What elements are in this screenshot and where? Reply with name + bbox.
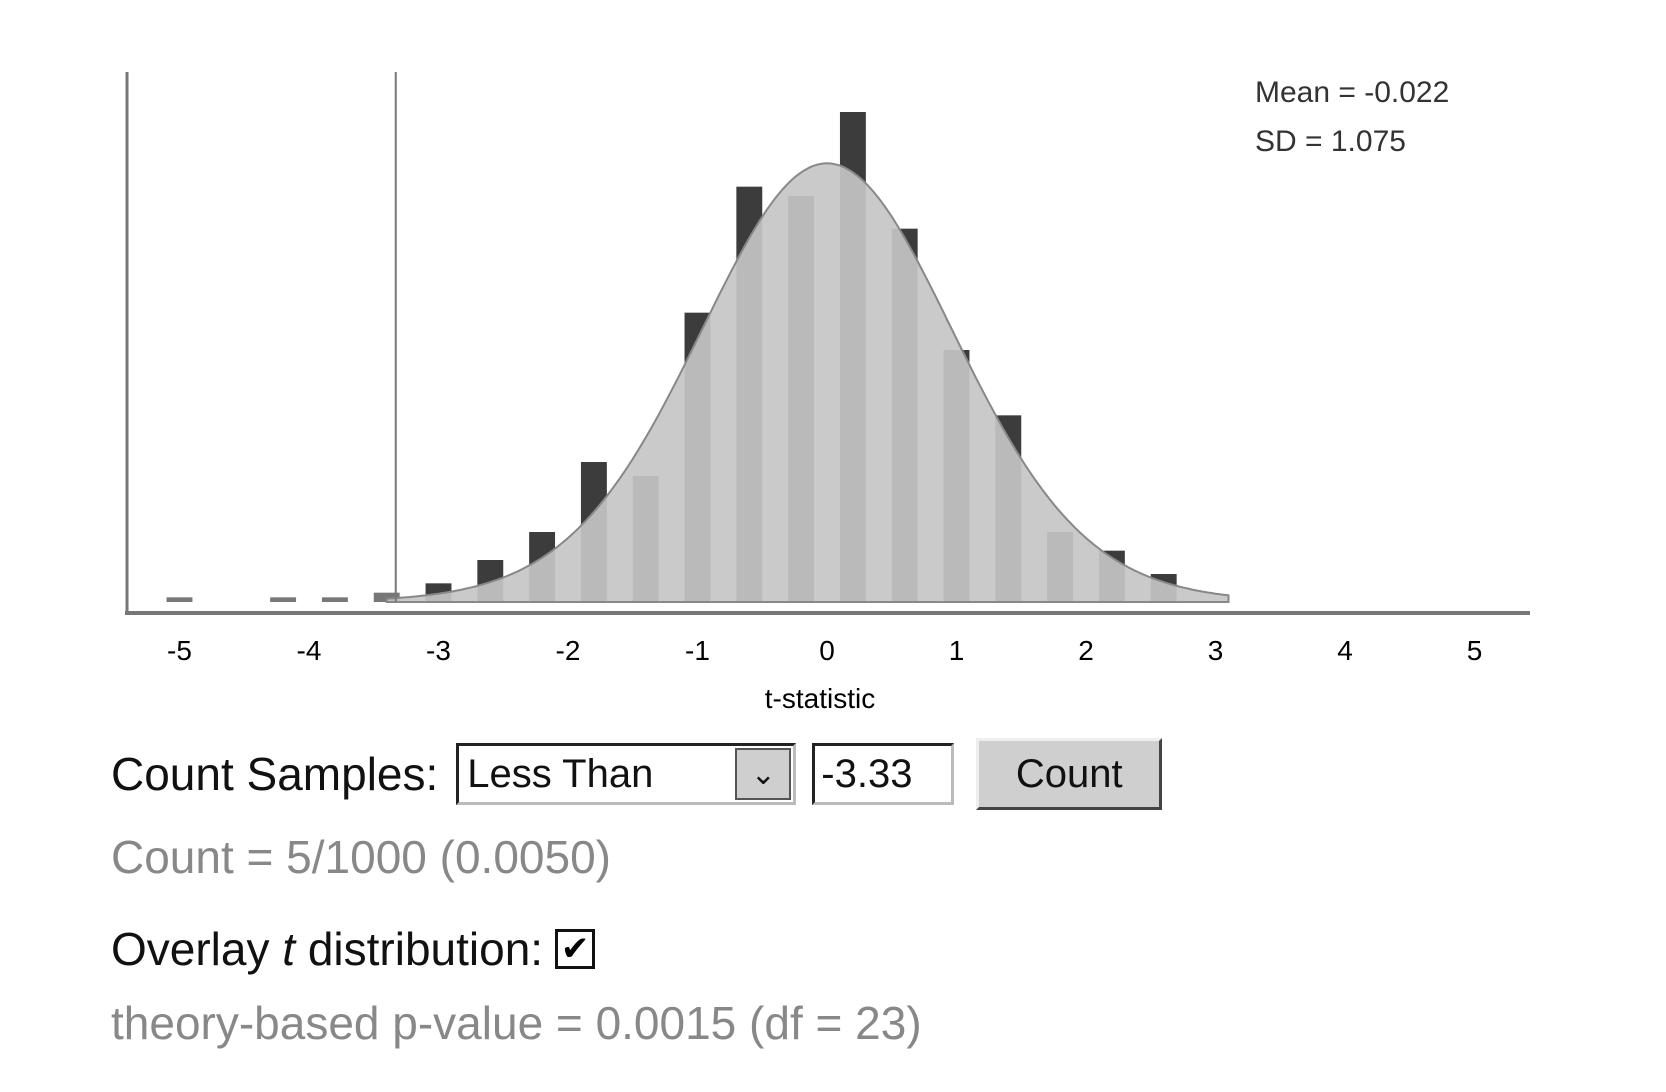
histogram-bar [373,592,400,602]
sd-label: SD = 1.075 [1255,125,1406,158]
histogram-bar [321,597,348,602]
x-tick-label: -3 [426,635,451,666]
x-axis-label: t-statistic [765,683,875,714]
comparison-select[interactable]: Less Than ⌄ [456,743,797,805]
count-result: Count = 5/1000 (0.0050) [111,831,611,883]
mean-label: Mean = -0.022 [1255,76,1449,109]
chevron-down-icon[interactable]: ⌄ [735,748,792,800]
x-tick-label: 3 [1208,635,1224,666]
x-tick-label: 0 [819,635,835,666]
x-tick-label: 5 [1467,635,1483,666]
controls-panel: Count Samples: Less Than ⌄ Count Count =… [111,738,1511,1050]
x-tick-label: 2 [1078,635,1094,666]
overlay-row: Overlay t distribution: ✔ [111,922,1511,976]
x-tick-label: 1 [949,635,965,666]
overlay-checkbox[interactable]: ✔ [555,929,596,969]
t-distribution-curve [385,162,1230,603]
x-tick-label: -4 [297,635,322,666]
count-button[interactable]: Count [976,738,1163,810]
histogram-chart: -5 -4 -3 -2 -1 0 1 2 3 4 5 t-statistic Mean = -0.0… [125,72,1530,714]
threshold-input[interactable] [812,743,955,805]
p-value-text: theory-based p-value = 0.0015 (df = 23) [111,997,922,1049]
histogram-bar [166,597,193,602]
x-tick-labels: -5 -4 -3 -2 -1 0 1 2 3 4 5 [167,635,1482,666]
x-tick-label: -5 [167,635,192,666]
checkmark-icon: ✔ [560,930,590,968]
x-tick-label: -2 [556,635,581,666]
comparison-select-value: Less Than [467,752,654,796]
histogram-bar [270,597,297,602]
x-tick-label: -1 [685,635,710,666]
count-samples-label: Count Samples: [111,748,439,800]
count-samples-row: Count Samples: Less Than ⌄ Count [111,738,1511,810]
x-tick-label: 4 [1337,635,1353,666]
overlay-label: Overlay t distribution: [111,923,544,975]
